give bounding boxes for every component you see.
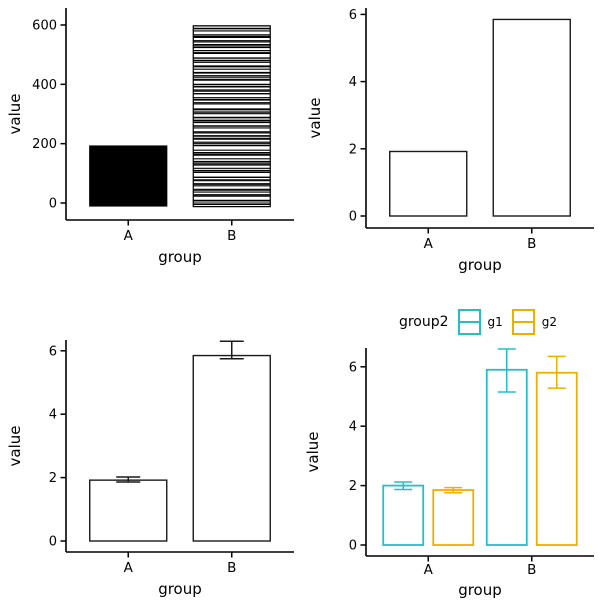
y-tick-label: 2 [49,471,57,486]
y-tick-label: 4 [349,75,357,90]
x-tick-label: A [424,236,434,252]
y-tick-label: 6 [349,360,357,375]
y-tick-label: 0 [49,535,57,550]
y-axis-title: value [304,432,322,473]
x-tick-label: B [527,236,536,252]
y-tick-label: 0 [349,210,357,225]
y-tick-label: 6 [349,8,357,23]
x-tick-label: A [424,562,434,578]
x-axis-title: group [458,581,502,599]
legend: group2 g1 g2 [356,300,600,344]
legend-label-g1: g1 [487,315,503,329]
bar-outline-g2 [432,489,475,546]
y-axis-title: value [6,94,24,135]
x-axis-title: group [458,256,502,274]
y-tick-label: 6 [49,344,57,359]
bar-outline [192,354,271,542]
bar-solid [89,145,168,207]
y-tick-label: 0 [49,197,57,212]
x-tick-label: B [227,228,236,244]
y-tick-label: 2 [349,142,357,157]
y-tick-label: 200 [32,137,57,152]
y-tick-label: 0 [349,539,357,554]
x-axis-title: group [158,248,202,266]
legend-entry-g2: g2 [511,309,558,335]
legend-key-g1-icon [457,309,481,335]
bar-outline-g1 [485,368,528,546]
x-tick-label: B [227,560,236,576]
legend-label-g2: g2 [541,315,558,329]
y-tick-label: 600 [32,18,57,33]
legend-key-crossbar-icon [512,321,534,323]
y-tick-label: 4 [49,408,57,423]
bar-outline-g2 [535,371,578,546]
bar-outline-g1 [382,484,425,546]
x-tick-label: B [527,562,536,578]
y-tick-label: 4 [349,420,357,435]
x-tick-label: A [124,228,134,244]
bar-outline [492,18,571,217]
legend-title: group2 [398,314,449,330]
y-tick-label: 2 [349,479,357,494]
bar-outline [89,479,168,542]
x-axis-title: group [158,580,202,598]
y-axis-title: value [6,426,24,467]
y-tick-label: 400 [32,78,57,93]
y-axis-title: value [306,98,324,139]
legend-entry-g1: g1 [457,309,503,335]
legend-key-g2-icon [511,309,535,335]
legend-key-crossbar-icon [458,321,480,323]
bar-outline [389,150,468,217]
x-tick-label: A [124,560,134,576]
bar-stacked [192,25,271,208]
